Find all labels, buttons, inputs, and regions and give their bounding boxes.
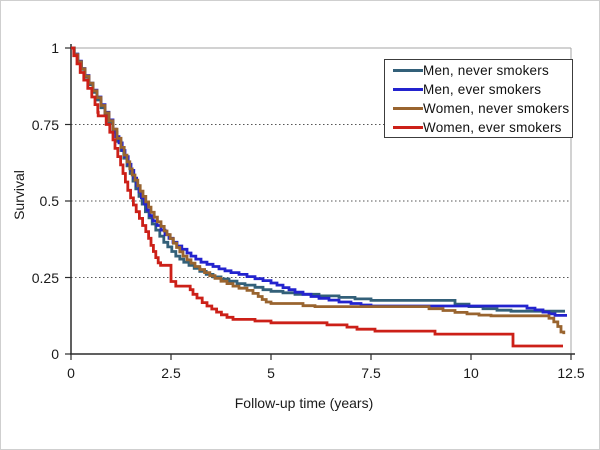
legend-line-icon — [393, 87, 423, 91]
legend-label: Women, ever smokers — [423, 119, 562, 135]
curve-women-never-smokers — [71, 46, 566, 335]
curve-women-ever-smokers — [71, 46, 563, 348]
legend-item-women-ever-smokers: Women, ever smokers — [393, 118, 572, 137]
legend-label: Men, ever smokers — [423, 81, 542, 97]
legend-item-men-ever-smokers: Men, ever smokers — [393, 80, 572, 99]
legend-line-icon — [393, 68, 423, 72]
legend-line-icon — [393, 125, 423, 129]
x-tick-label-0: 0 — [67, 365, 75, 381]
legend-item-men-never-smokers: Men, never smokers — [393, 61, 572, 80]
x-tick-label-7.5: 7.5 — [361, 365, 381, 381]
legend: Men, never smokers Men, ever smokers Women… — [384, 59, 573, 138]
legend-line-icon — [393, 106, 423, 110]
x-axis-title: Follow-up time (years) — [234, 395, 374, 411]
x-tick-label-2.5: 2.5 — [161, 365, 181, 381]
legend-label: Women, never smokers — [423, 100, 570, 116]
y-tick-label-0.25: 0.25 — [31, 269, 59, 286]
x-tick-label-12.5: 12.5 — [557, 365, 585, 381]
y-tick-label-1: 1 — [51, 40, 59, 56]
x-tick-label-5: 5 — [267, 365, 275, 381]
y-tick-label-0.5: 0.5 — [39, 193, 59, 209]
x-tick-label-10: 10 — [463, 365, 479, 381]
legend-item-women-never-smokers: Women, never smokers — [393, 99, 572, 118]
legend-label: Men, never smokers — [423, 62, 549, 78]
y-tick-label-0.75: 0.75 — [31, 116, 59, 133]
y-tick-label-0: 0 — [51, 346, 59, 362]
